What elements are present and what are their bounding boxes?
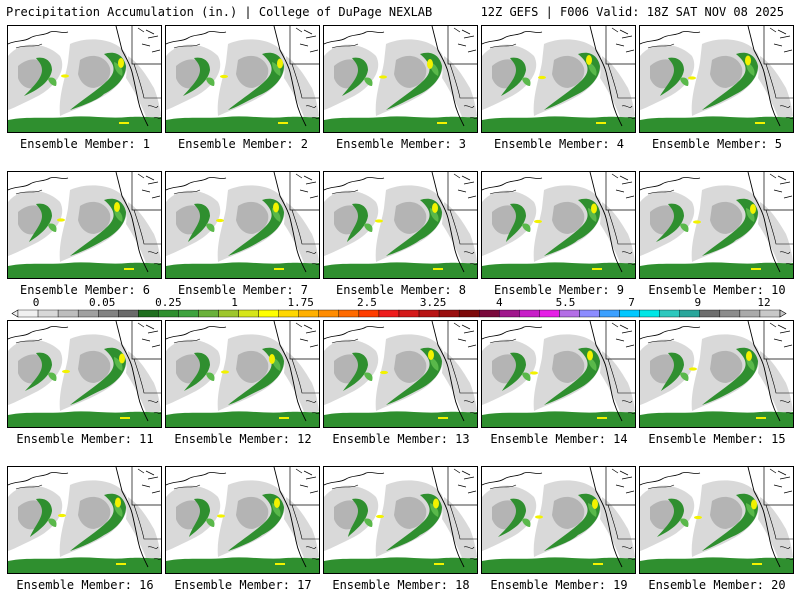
colorbar-max-arrow [779,309,787,318]
ensemble-member-label: Ensemble Member: 7 [177,283,309,297]
colorbar-tick-label: 1.75 [287,296,314,309]
ensemble-member-label: Ensemble Member: 13 [332,432,470,446]
colorbar-tick-label: 0 [33,296,40,309]
colorbar-swatch [659,309,680,318]
colorbar-min-arrow [11,309,19,318]
colorbar-swatch [278,309,299,318]
ensemble-member-map [481,25,636,133]
ensemble-member-map [481,466,636,574]
colorbar-swatch [619,309,640,318]
colorbar-tick-label: 3.25 [420,296,447,309]
colorbar-swatch [338,309,360,318]
colorbar-swatch [358,309,380,318]
colorbar-swatch [418,309,440,318]
colorbar-swatch [318,309,340,318]
colorbar-swatch [218,309,239,318]
ensemble-member-map [323,320,478,428]
ensemble-member-label: Ensemble Member: 17 [174,578,312,592]
colorbar-swatch [719,309,741,318]
colorbar-swatch [238,309,259,318]
colorbar-swatch [118,309,139,318]
colorbar-tick-label: 1 [231,296,238,309]
colorbar-swatch [699,309,721,318]
colorbar-swatch [759,309,781,318]
ensemble-member-label: Ensemble Member: 2 [177,137,309,151]
colorbar-swatch [17,309,39,318]
colorbar-swatch [458,309,480,318]
ensemble-member-map [481,171,636,279]
ensemble-member-label: Ensemble Member: 12 [174,432,312,446]
ensemble-member-map [7,25,162,133]
colorbar-swatch [679,309,700,318]
valid-time: 12Z GEFS | F006 Valid: 18Z SAT NOV 08 20… [480,5,784,19]
ensemble-member-label: Ensemble Member: 4 [493,137,625,151]
ensemble-member-map [7,466,162,574]
ensemble-member-label: Ensemble Member: 15 [648,432,786,446]
colorbar-swatch [739,309,761,318]
colorbar-tick-label: 2.5 [357,296,377,309]
colorbar-swatch [539,309,560,318]
colorbar-swatch [298,309,319,318]
colorbar-swatch [559,309,580,318]
colorbar-swatch [158,309,179,318]
colorbar-tick-label: 9 [694,296,701,309]
ensemble-member-map [323,25,478,133]
colorbar-swatch [138,309,159,318]
ensemble-member-map [165,171,320,279]
colorbar-swatch [77,309,99,318]
colorbar-swatch [57,309,79,318]
ensemble-member-label: Ensemble Member: 14 [490,432,628,446]
colorbar-tick-label: 7 [628,296,635,309]
ensemble-member-map [323,171,478,279]
colorbar-swatch [599,309,620,318]
colorbar-swatch [258,309,279,318]
ensemble-member-label: Ensemble Member: 5 [651,137,783,151]
map-title: Precipitation Accumulation (in.) | Colle… [6,5,433,19]
colorbar-swatch [499,309,520,318]
ensemble-member-label: Ensemble Member: 8 [335,283,467,297]
ensemble-member-map [7,320,162,428]
colorbar-swatch [398,309,420,318]
colorbar-swatch [519,309,540,318]
ensemble-member-map [639,171,794,279]
ensemble-member-label: Ensemble Member: 19 [490,578,628,592]
ensemble-member-map [165,466,320,574]
colorbar-swatch [378,309,400,318]
colorbar-svg: 0 0.05 0.25 1 1.75 2.5 3.25 4 5.5 7 9 12 [11,296,787,318]
ensemble-member-label: Ensemble Member: 1 [19,137,151,151]
colorbar-tick-label: 5.5 [556,296,576,309]
colorbar-swatch [438,309,460,318]
precip-colorbar: 0 0.05 0.25 1 1.75 2.5 3.25 4 5.5 7 9 12 [0,296,800,320]
ensemble-member-label: Ensemble Member: 18 [332,578,470,592]
colorbar-tick-label: 0.05 [89,296,116,309]
ensemble-member-label: Ensemble Member: 6 [19,283,151,297]
colorbar-tick-label: 4 [496,296,503,309]
ensemble-member-map [323,466,478,574]
colorbar-tick-label: 0.25 [155,296,182,309]
colorbar-swatch [98,309,119,318]
ensemble-member-map [639,320,794,428]
ensemble-member-map [639,466,794,574]
ensemble-member-map [165,25,320,133]
ensemble-member-map [639,25,794,133]
ensemble-member-label: Ensemble Member: 11 [16,432,154,446]
colorbar-swatch [639,309,660,318]
ensemble-member-label: Ensemble Member: 20 [648,578,786,592]
colorbar-swatch [579,309,600,318]
colorbar-swatch [37,309,59,318]
ensemble-member-label: Ensemble Member: 16 [16,578,154,592]
ensemble-member-label: Ensemble Member: 9 [493,283,625,297]
colorbar-swatch [198,309,219,318]
ensemble-member-label: Ensemble Member: 3 [335,137,467,151]
ensemble-member-map [165,320,320,428]
colorbar-swatch [479,309,500,318]
colorbar-tick-label: 12 [757,296,770,309]
ensemble-member-label: Ensemble Member: 10 [648,283,786,297]
ensemble-member-map [481,320,636,428]
ensemble-member-map [7,171,162,279]
colorbar-swatch [178,309,199,318]
